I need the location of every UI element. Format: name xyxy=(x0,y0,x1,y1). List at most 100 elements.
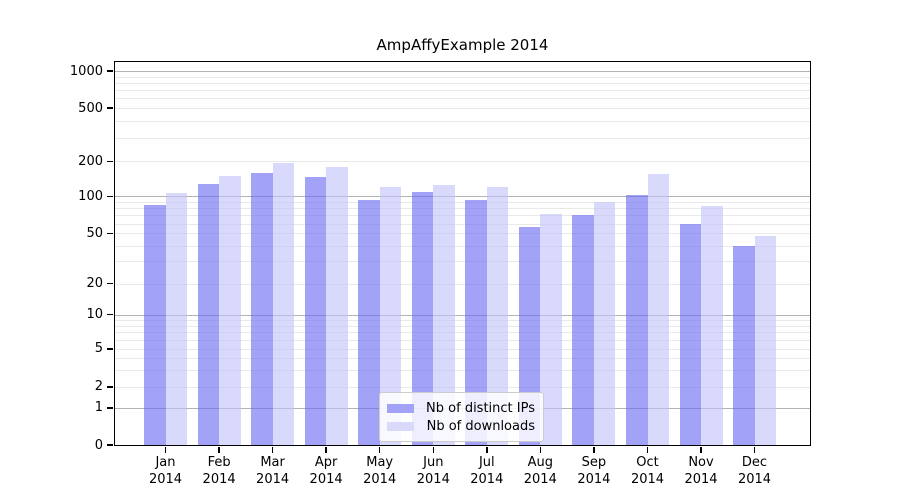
x-axis-tick-label: Aug 2014 xyxy=(523,455,557,487)
x-axis-tick xyxy=(486,447,488,453)
y-axis-tick-label: 2 xyxy=(94,379,103,395)
minor-gridline xyxy=(115,76,810,78)
bar-downloads-jul xyxy=(486,186,509,445)
x-axis-tick-label: Dec 2014 xyxy=(737,455,772,487)
bar-downloads-aug xyxy=(540,213,562,445)
x-axis-tick xyxy=(218,447,220,453)
minor-gridline xyxy=(115,325,810,327)
x-axis-tick-label: Mar 2014 xyxy=(256,455,290,487)
bar-distinct-ips-apr xyxy=(304,176,327,445)
x-axis-tick-label: Apr 2014 xyxy=(309,455,343,487)
major-gridline xyxy=(115,314,810,316)
bar-downloads-mar xyxy=(272,162,295,445)
y-axis-tick xyxy=(107,232,113,235)
minor-gridline xyxy=(115,370,810,371)
bar-distinct-ips-feb xyxy=(197,183,219,445)
minor-gridline xyxy=(115,233,810,235)
legend-label-distinct-ips: Nb of distinct IPs xyxy=(426,400,535,416)
bar-downloads-nov xyxy=(701,206,723,445)
minor-gridline xyxy=(115,332,810,334)
legend-item-distinct-ips: Nb of distinct IPs xyxy=(387,399,535,417)
bar-downloads-oct xyxy=(647,173,669,445)
bar-distinct-ips-jun xyxy=(411,191,434,445)
minor-gridline xyxy=(115,358,810,359)
y-axis-tick xyxy=(107,348,113,350)
x-axis-tick-label: Nov 2014 xyxy=(684,455,718,487)
bar-distinct-ips-mar xyxy=(251,173,273,445)
minor-gridline xyxy=(115,348,810,350)
minor-gridline xyxy=(115,261,810,263)
minor-gridline xyxy=(115,386,810,388)
bar-distinct-ips-jul xyxy=(465,199,487,445)
x-axis-tick xyxy=(539,447,542,453)
minor-gridline xyxy=(115,137,810,139)
minor-gridline xyxy=(115,121,810,123)
legend-swatch-distinct-ips-icon xyxy=(387,403,414,413)
y-axis-tick-label: 20 xyxy=(86,276,103,292)
x-axis-tick xyxy=(325,447,327,453)
legend: Nb of distinct IPs Nb of downloads xyxy=(379,392,544,442)
y-axis-tick xyxy=(107,160,113,162)
y-axis-tick-label: 5 xyxy=(94,341,103,357)
x-axis-tick xyxy=(700,447,702,453)
x-axis-tick xyxy=(753,447,756,453)
bar-distinct-ips-oct xyxy=(626,194,648,445)
x-axis-tick xyxy=(593,447,595,453)
minor-gridline xyxy=(115,223,810,225)
bar-distinct-ips-jan xyxy=(144,205,166,445)
bar-downloads-dec xyxy=(754,235,776,445)
major-gridline xyxy=(115,196,810,198)
x-axis-tick-label: Oct 2014 xyxy=(630,455,665,487)
x-axis-tick-label: Feb 2014 xyxy=(202,455,236,487)
bar-distinct-ips-may xyxy=(358,200,380,445)
minor-gridline xyxy=(115,319,810,321)
y-axis-tick xyxy=(107,282,113,285)
minor-gridline xyxy=(115,339,810,341)
y-axis-tick-label: 50 xyxy=(86,225,103,241)
y-axis-tick xyxy=(107,107,113,109)
y-axis-tick-label: 500 xyxy=(78,100,103,116)
plot-canvas xyxy=(115,62,810,445)
x-axis-tick-label: Sep 2014 xyxy=(577,455,611,487)
bar-downloads-jun xyxy=(433,184,455,445)
x-axis-tick xyxy=(432,447,434,453)
y-axis-tick xyxy=(107,407,113,409)
y-axis-tick-label: 100 xyxy=(78,188,103,204)
x-axis-tick-label: May 2014 xyxy=(363,455,397,487)
y-axis-tick-label: 1 xyxy=(94,400,103,416)
y-axis-tick xyxy=(107,70,113,72)
bar-distinct-ips-sep xyxy=(572,215,594,445)
minor-gridline xyxy=(115,245,810,247)
y-axis-tick-label: 0 xyxy=(94,437,103,453)
x-axis-tick xyxy=(378,447,381,453)
chart-title: AmpAffyExample 2014 xyxy=(376,36,549,54)
legend-label-downloads: Nb of downloads xyxy=(426,418,535,434)
y-axis-tick xyxy=(107,444,113,446)
y-axis-tick xyxy=(107,386,113,388)
minor-gridline xyxy=(115,108,810,110)
minor-gridline xyxy=(115,283,810,285)
major-gridline xyxy=(115,71,810,72)
x-axis-tick-label: Jun 2014 xyxy=(416,455,450,487)
minor-gridline xyxy=(115,90,810,92)
bar-downloads-may xyxy=(379,187,402,445)
plot-area: Nb of distinct IPs Nb of downloads xyxy=(114,61,811,446)
x-axis-tick xyxy=(271,447,274,453)
legend-swatch-downloads-icon xyxy=(387,421,414,431)
y-axis-tick xyxy=(107,195,113,198)
bar-downloads-feb xyxy=(219,176,241,445)
x-axis-tick-label: Jan 2014 xyxy=(148,455,183,487)
bar-downloads-apr xyxy=(326,167,348,445)
minor-gridline xyxy=(115,83,810,84)
y-axis-tick-label: 10 xyxy=(86,307,103,323)
bar-distinct-ips-dec xyxy=(733,245,755,445)
bar-downloads-jan xyxy=(165,192,187,445)
y-axis-tick-label: 200 xyxy=(78,153,103,169)
bar-distinct-ips-aug xyxy=(518,227,541,445)
y-axis-tick xyxy=(107,313,113,316)
minor-gridline xyxy=(115,215,810,217)
minor-gridline xyxy=(115,208,810,210)
minor-gridline xyxy=(115,202,810,203)
minor-gridline xyxy=(115,98,810,100)
